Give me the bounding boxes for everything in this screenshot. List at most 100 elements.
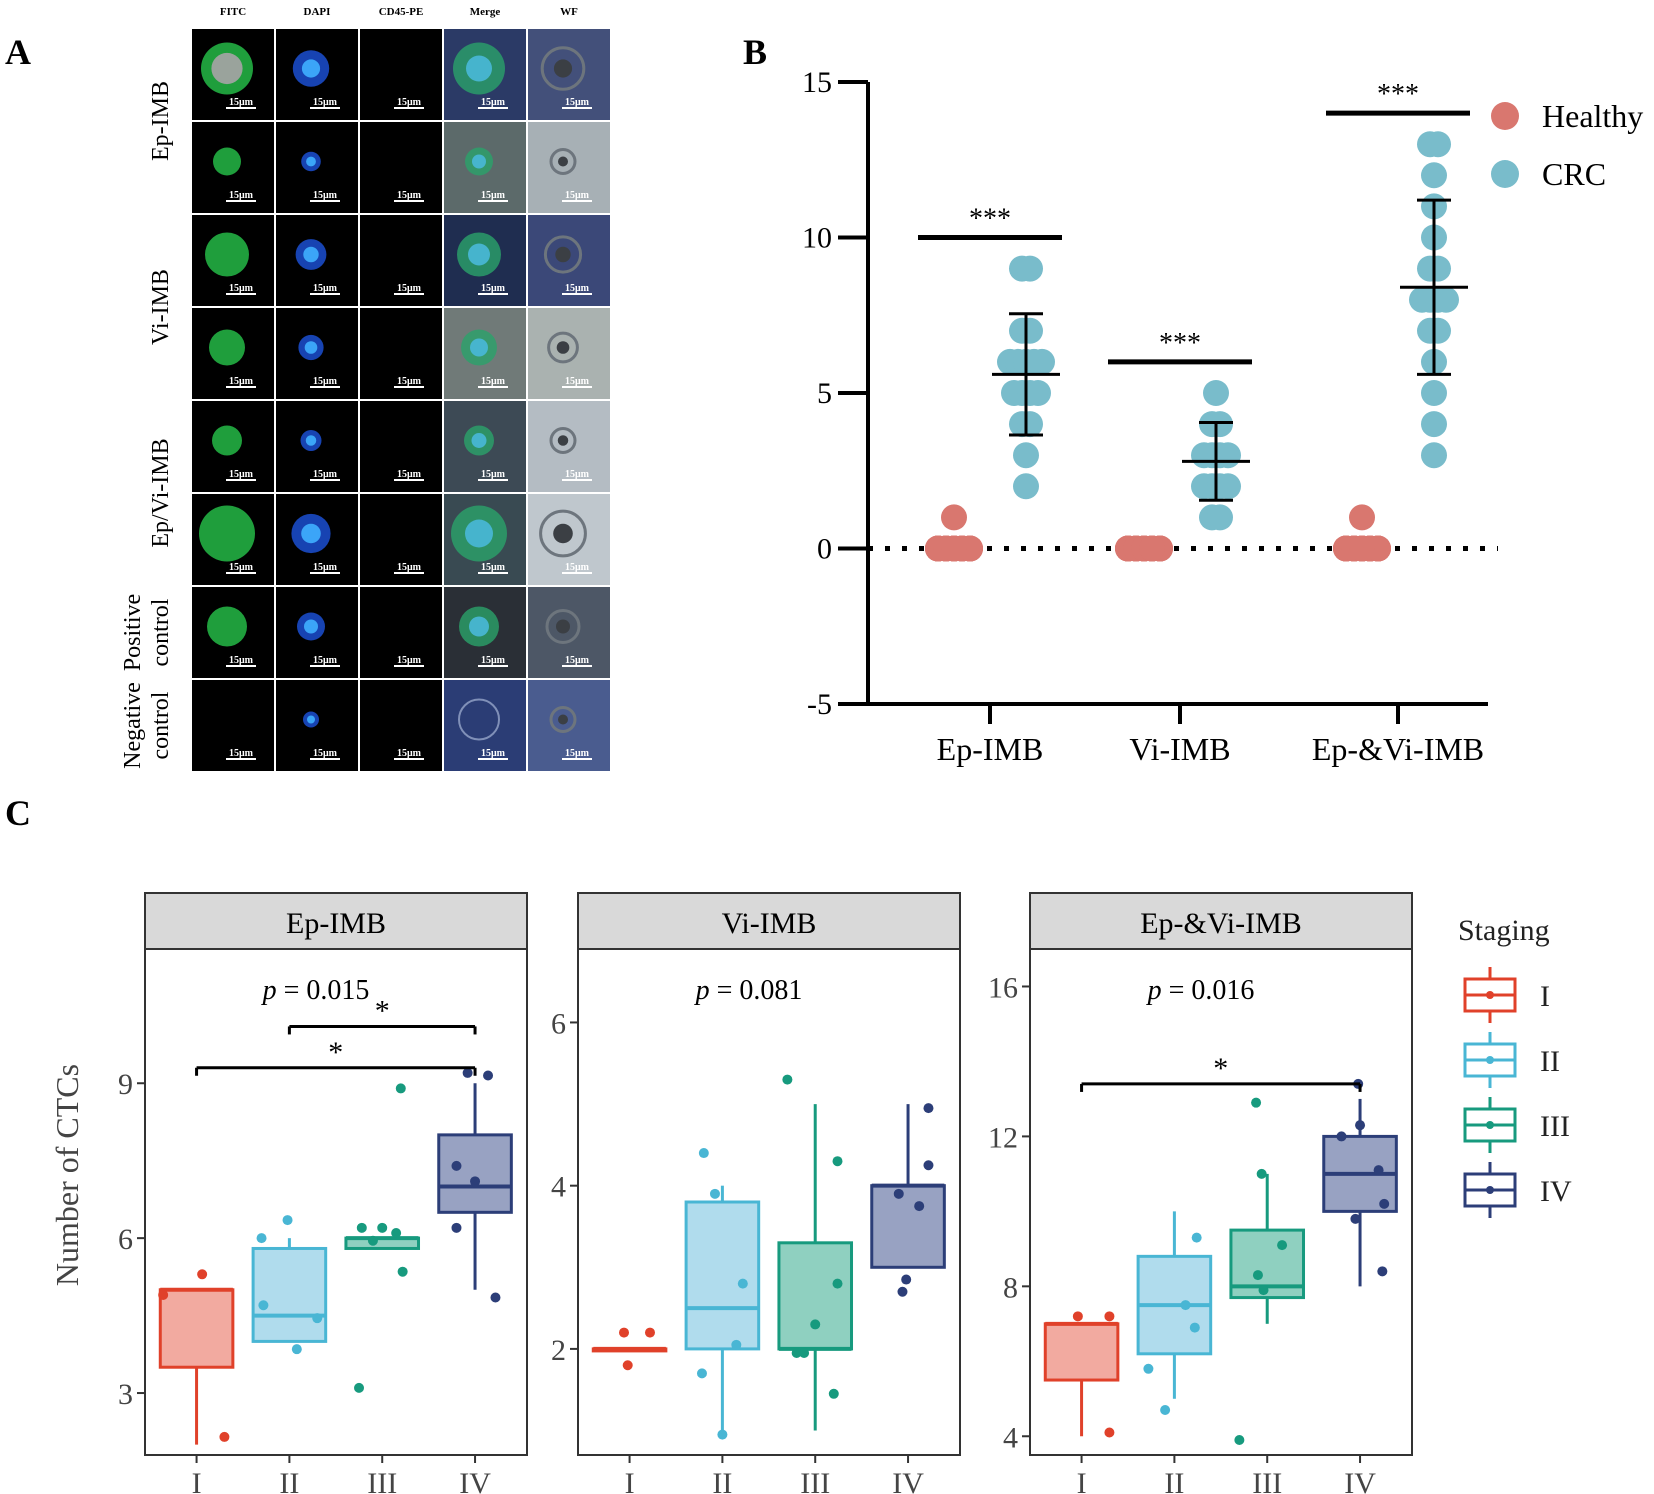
- image-cell: 15μm: [192, 215, 274, 306]
- legend-healthy-marker: [1491, 102, 1519, 130]
- data-point: [1350, 1213, 1361, 1224]
- data-point: [397, 1266, 408, 1277]
- image-background: [360, 308, 442, 399]
- row-label-1: Vi-IMB: [148, 269, 174, 345]
- legend-item-III: III: [1463, 1097, 1570, 1153]
- image-cell: 15μm: [276, 680, 358, 771]
- image-cell: 15μm: [276, 122, 358, 213]
- x-tick-label: IV: [892, 1467, 924, 1494]
- cell-brightfield: [545, 609, 581, 644]
- healthy-point: [1349, 535, 1375, 562]
- legend-dot: [1486, 1121, 1494, 1129]
- bracket-label: *: [1213, 1052, 1228, 1085]
- healthy-point: [1139, 535, 1165, 562]
- box-stage-IV: [437, 1083, 513, 1290]
- scale-bar-label: 15μm: [565, 376, 590, 387]
- cell-brightfield-core: [558, 156, 568, 167]
- data-point: [282, 1215, 293, 1226]
- row-label-4: control: [148, 691, 174, 759]
- panel-a-microscopy-grid: FITC DAPI CD45-PE Merge WF 15μm 15μm 15μm 15μm 15…: [120, 6, 610, 771]
- cell-merge-core: [465, 519, 493, 548]
- healthy-point: [941, 504, 967, 531]
- scale-bar-label: 15μm: [229, 97, 254, 108]
- x-tick-label: II: [712, 1467, 732, 1494]
- x-tick-label: III: [367, 1467, 397, 1494]
- legend-label: IV: [1540, 1175, 1572, 1208]
- scale-bar-label: 15μm: [313, 655, 338, 666]
- data-point: [731, 1339, 742, 1350]
- data-point: [197, 1269, 208, 1280]
- image-cell: 15μm: [360, 29, 442, 120]
- scale-bar-label: 15μm: [397, 376, 422, 387]
- data-point: [377, 1222, 388, 1233]
- image-cell: 15μm: [444, 680, 526, 771]
- scale-bar-label: 15μm: [481, 562, 506, 573]
- x-tick-label: Vi-IMB: [1129, 731, 1230, 767]
- legend-label: III: [1540, 1110, 1570, 1143]
- scale-bar-label: 15μm: [313, 97, 338, 108]
- cell-brightfield-core: [556, 341, 570, 354]
- box-iqr: [777, 1241, 854, 1351]
- crc-point: [1017, 317, 1043, 344]
- cell-merge-core: [469, 616, 489, 637]
- cell-merge-core: [466, 55, 492, 82]
- image-cell: 15μm: [360, 215, 442, 306]
- bracket-label: *: [328, 1036, 343, 1069]
- image-cell: 15μm: [444, 215, 526, 306]
- crc-point: [1025, 380, 1051, 406]
- image-cell: 15μm: [444, 29, 526, 120]
- image-background: [360, 494, 442, 585]
- image-background: [528, 215, 610, 306]
- cell-brightfield-core: [553, 59, 573, 78]
- image-cell: 15μm: [192, 401, 274, 492]
- image-cell: 15μm: [360, 308, 442, 399]
- y-tick-label: 8: [1003, 1271, 1018, 1304]
- crc-point: [1421, 380, 1447, 406]
- image-cell: 15μm: [360, 122, 442, 213]
- data-point: [1191, 1232, 1202, 1243]
- cell-brightfield-core: [555, 246, 571, 263]
- crc-point: [1207, 504, 1233, 531]
- cell-green-fluorescence: [199, 505, 255, 562]
- data-point: [923, 1160, 934, 1171]
- data-point: [158, 1289, 169, 1300]
- image-cell: 15μm: [192, 308, 274, 399]
- cell-merge-core: [472, 154, 486, 169]
- data-point: [782, 1074, 793, 1085]
- data-point: [391, 1227, 402, 1238]
- image-background: [528, 587, 610, 678]
- data-point: [1104, 1427, 1115, 1438]
- legend-title: Staging: [1458, 914, 1550, 947]
- scale-bar-label: 15μm: [565, 748, 590, 759]
- y-tick-label: 9: [118, 1068, 133, 1101]
- image-cell: 15μm: [360, 587, 442, 678]
- data-point: [1377, 1266, 1388, 1277]
- cell-nucleus-core: [307, 715, 315, 724]
- data-point: [717, 1429, 728, 1440]
- scale-bar-label: 15μm: [229, 469, 254, 480]
- data-point: [828, 1388, 839, 1399]
- x-tick-label: Ep-&Vi-IMB: [1312, 731, 1484, 767]
- legend-item-II: II: [1463, 1032, 1560, 1088]
- image-cell: 15μm: [360, 401, 442, 492]
- scale-bar-label: 15μm: [481, 748, 506, 759]
- scale-bar-label: 15μm: [397, 469, 422, 480]
- box-stage-III: [777, 1104, 854, 1431]
- data-point: [832, 1278, 843, 1289]
- y-tick-label: 0: [817, 533, 832, 566]
- image-cell: 15μm: [192, 29, 274, 120]
- y-tick-label: 10: [802, 222, 832, 255]
- cell-nucleus-core: [305, 435, 317, 446]
- crc-point: [1029, 348, 1055, 375]
- significance-bracket: *: [287, 994, 477, 1035]
- image-background: [528, 308, 610, 399]
- x-tick-label: IV: [459, 1467, 491, 1494]
- image-background: [360, 680, 442, 771]
- cell-brightfield-core: [556, 619, 570, 634]
- scale-bar-label: 15μm: [313, 190, 338, 201]
- box-stage-I: [591, 1346, 668, 1353]
- row-label-3: control: [148, 598, 174, 666]
- crc-point: [1017, 255, 1043, 282]
- data-point: [367, 1235, 378, 1246]
